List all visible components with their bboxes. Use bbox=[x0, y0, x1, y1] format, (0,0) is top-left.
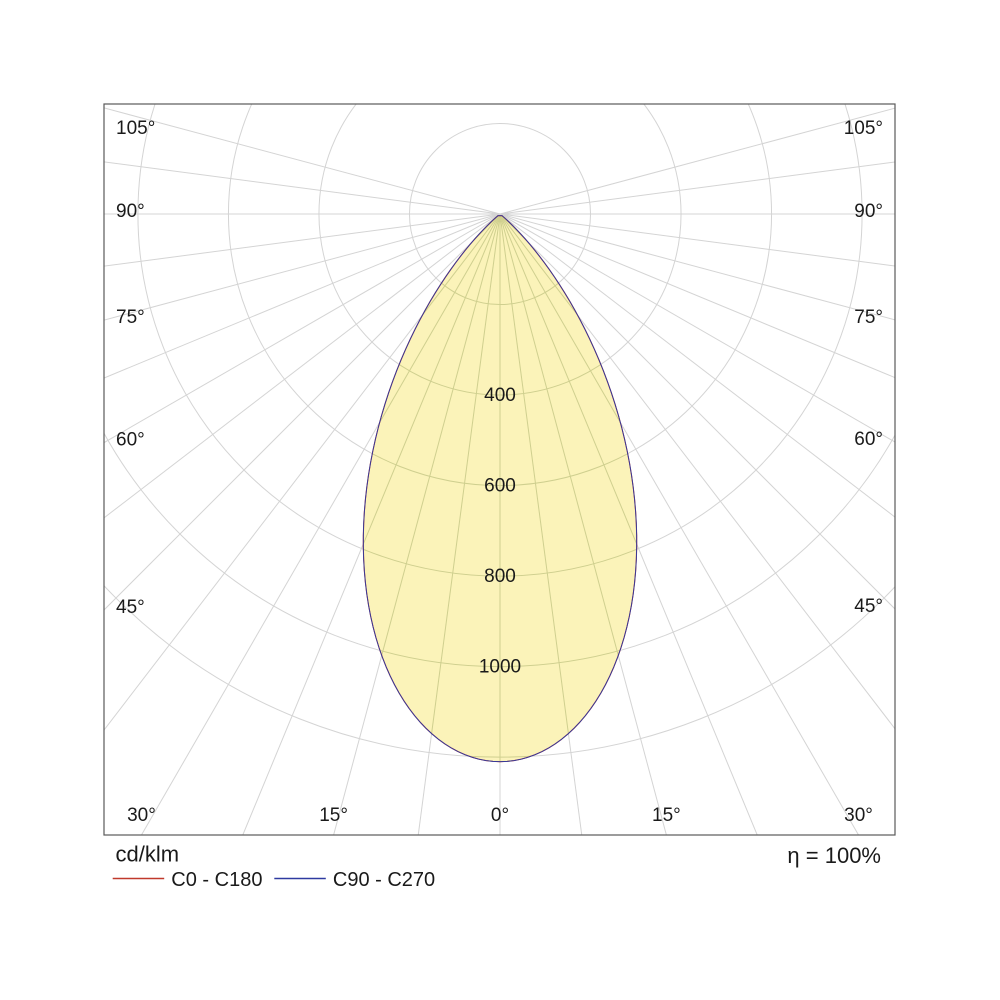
svg-text:600: 600 bbox=[484, 476, 516, 497]
svg-text:90°: 90° bbox=[116, 201, 145, 222]
svg-text:30°: 30° bbox=[127, 805, 156, 826]
svg-text:C0 - C180: C0 - C180 bbox=[171, 869, 262, 891]
svg-text:105°: 105° bbox=[844, 118, 883, 139]
svg-text:45°: 45° bbox=[116, 597, 145, 618]
svg-text:η = 100%: η = 100% bbox=[787, 843, 881, 868]
svg-text:400: 400 bbox=[484, 385, 516, 406]
svg-text:75°: 75° bbox=[854, 307, 883, 328]
svg-text:105°: 105° bbox=[116, 118, 155, 139]
svg-text:1000: 1000 bbox=[479, 657, 521, 678]
svg-text:cd/klm: cd/klm bbox=[116, 842, 180, 867]
svg-text:15°: 15° bbox=[652, 805, 681, 826]
svg-text:60°: 60° bbox=[854, 429, 883, 450]
svg-text:90°: 90° bbox=[854, 201, 883, 222]
svg-text:30°: 30° bbox=[844, 805, 873, 826]
svg-text:0°: 0° bbox=[491, 805, 509, 826]
svg-text:45°: 45° bbox=[854, 596, 883, 617]
svg-text:75°: 75° bbox=[116, 307, 145, 328]
svg-text:800: 800 bbox=[484, 566, 516, 587]
svg-text:15°: 15° bbox=[319, 805, 348, 826]
svg-text:C90 - C270: C90 - C270 bbox=[333, 869, 435, 891]
svg-text:60°: 60° bbox=[116, 430, 145, 451]
